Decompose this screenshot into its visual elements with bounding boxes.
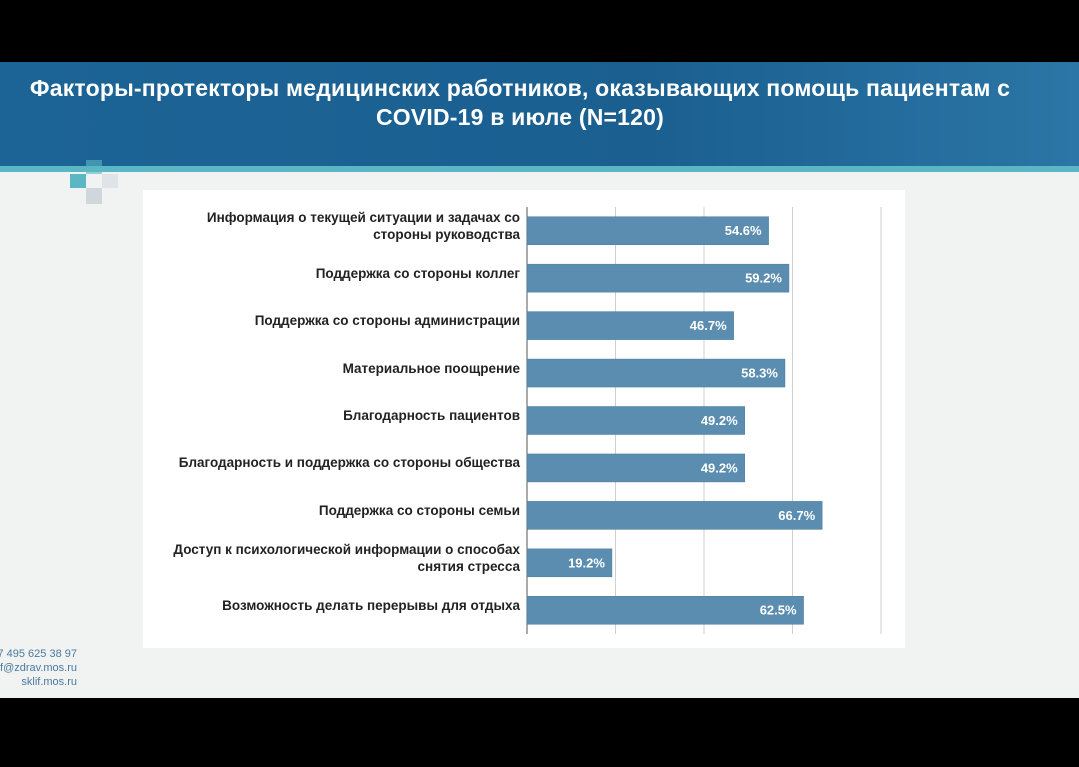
contact-text: 7 495 625 38 97 <box>0 648 77 660</box>
bar <box>526 263 790 293</box>
data-label: 59.2% <box>745 271 782 286</box>
decor <box>86 160 102 174</box>
data-label: 19.2% <box>568 555 605 570</box>
bar <box>526 548 613 578</box>
bar <box>526 596 804 625</box>
slide: Факторы-протекторы медицинских работнико… <box>0 62 1079 698</box>
decor <box>86 188 102 204</box>
bar <box>526 311 734 340</box>
category-label: Возможность делать перерывы для отдыха <box>222 597 520 613</box>
category-label: Материальное поощрение <box>342 360 520 376</box>
data-label: 49.2% <box>701 413 738 428</box>
category-label: Поддержка со стороны семьи <box>318 502 520 518</box>
chart: 54.6% 59.2% 46.7% 58.3% 49.2% 49.2% 66.7% 19.2%… <box>526 207 882 634</box>
contact-text: f@zdrav.mos.ru <box>0 662 77 674</box>
category-labels: Информация о текущей ситуации и задачах … <box>143 190 520 648</box>
bar <box>526 453 745 483</box>
category-label: Доступ к психологической информации о сп… <box>173 541 520 574</box>
data-label: 49.2% <box>701 460 738 475</box>
category-label: Благодарность пациентов <box>343 408 520 423</box>
bar <box>526 358 786 388</box>
data-label: 54.6% <box>725 223 762 238</box>
data-label: 58.3% <box>741 365 778 380</box>
slide-title: Факторы-протекторы медицинских работнико… <box>29 75 1011 130</box>
bar <box>526 406 745 435</box>
data-label: 46.7% <box>690 318 727 333</box>
decor <box>70 174 86 188</box>
bar <box>526 501 823 530</box>
contact-text: sklif.mos.ru <box>21 676 77 688</box>
category-label: Благодарность и поддержка со стороны общ… <box>178 455 520 471</box>
chart-panel: 54.6% 59.2% 46.7% 58.3% 49.2% 49.2% 66.7% 19.2%… <box>143 190 905 648</box>
contacts: 7 495 625 38 97 f@zdrav.mos.ru sklif.mos.r… <box>0 648 84 698</box>
data-label: 66.7% <box>778 508 815 523</box>
header: Факторы-протекторы медицинских работнико… <box>0 62 1079 166</box>
stripe <box>0 166 1079 172</box>
bar <box>526 216 769 245</box>
category-label: Информация о текущей ситуации и задачах … <box>206 209 520 242</box>
data-label: 62.5% <box>760 603 797 618</box>
decor <box>102 174 118 188</box>
category-label: Поддержка со стороны администрации <box>254 313 520 329</box>
category-label: Поддержка со стороны коллег <box>315 265 520 281</box>
